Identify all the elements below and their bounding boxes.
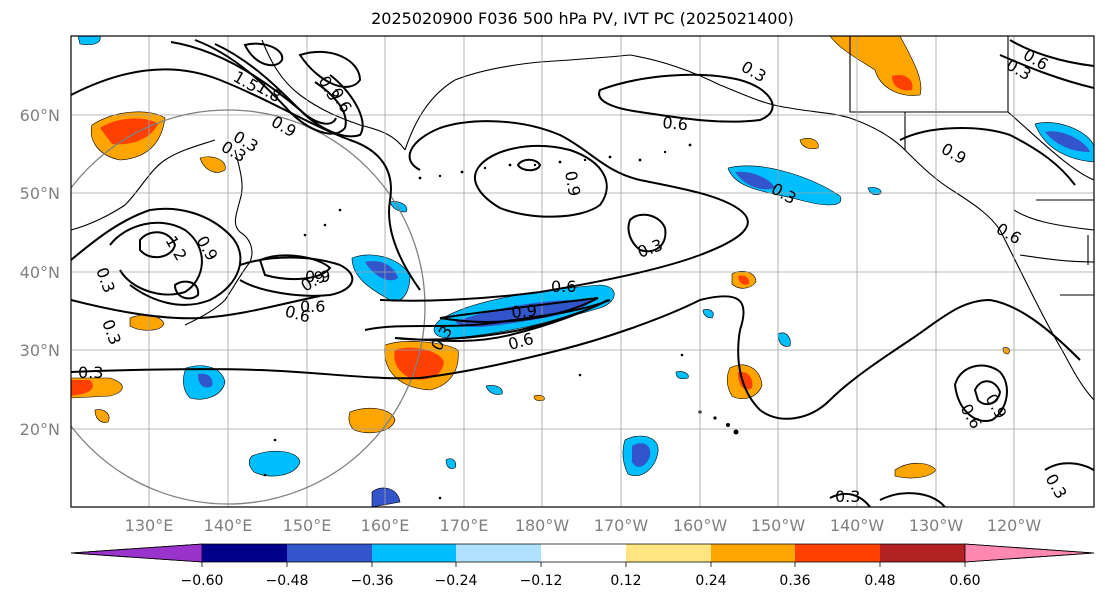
coastlines (71, 36, 1094, 401)
reference-circle (71, 109, 426, 505)
contour-line (999, 54, 1094, 89)
colorbar-segment (287, 544, 372, 562)
lon-label: 150°W (751, 516, 806, 535)
lat-label: 40°N (20, 263, 60, 282)
contour-line (973, 380, 1002, 406)
contour-label: 0.9 (561, 169, 584, 197)
negative-anomaly-blob (351, 254, 411, 302)
colorbar-tick-label: −0.12 (520, 573, 563, 589)
contour-line (1044, 462, 1094, 471)
contour-line (109, 221, 203, 296)
lon-label: 150°E (283, 516, 332, 535)
contour-label: 0.9 (511, 301, 538, 322)
contour-label: 0.3 (835, 487, 860, 506)
pv-contours (71, 39, 1094, 507)
contour-line (298, 50, 362, 88)
contour-line (71, 295, 745, 380)
contour-line (408, 120, 741, 211)
colorbar-segment (456, 544, 541, 562)
contour-label: 0.6 (662, 113, 689, 134)
map-frame (70, 35, 1095, 508)
colorbar-tick-label: 0.12 (610, 573, 641, 589)
contour-line (953, 364, 1008, 422)
graticule (71, 36, 1094, 507)
lat-label: 20°N (20, 420, 60, 439)
colorbar-tick-label: 0.48 (864, 573, 895, 589)
figure-title: 2025020900 F036 500 hPa PV, IVT PC (2025… (371, 9, 794, 28)
contour-line (243, 42, 284, 67)
colorbar-segment (372, 544, 456, 562)
lon-label: 170°W (594, 516, 649, 535)
colorbar-tick-label: 0.60 (949, 573, 980, 589)
colorbar-tick-labels: −0.60 −0.48 −0.36 −0.24 −0.12 0.12 0.24 … (181, 573, 981, 589)
colorbar-segment (711, 544, 795, 562)
contour-line (598, 73, 774, 123)
contour-line (473, 145, 608, 218)
colorbar-segment (541, 544, 626, 562)
contour-line (71, 207, 242, 306)
colorbar-segment (964, 543, 1095, 563)
lon-label: 130°E (125, 516, 174, 535)
lon-label: 120°W (987, 516, 1042, 535)
lon-label: 180°W (515, 516, 570, 535)
colorbar (70, 543, 1095, 563)
colorbar-segment (626, 544, 711, 562)
contour-line (879, 492, 946, 507)
longitude-labels: 130°E 140°E 150°E 160°E 170°E 180°W 170°… (125, 516, 1042, 535)
lon-label: 160°W (673, 516, 728, 535)
lat-label: 30°N (20, 341, 60, 360)
contour-line (194, 39, 347, 135)
colorbar-segment (880, 544, 965, 562)
lon-label: 140°W (830, 516, 885, 535)
contour-line (173, 280, 200, 300)
contour-line (258, 254, 332, 280)
contour-line (627, 213, 667, 253)
lat-label: 50°N (20, 184, 60, 203)
contour-label: 0.6 (300, 297, 325, 316)
colorbar-tick-label: −0.60 (181, 573, 224, 589)
colorbar-tick-label: −0.24 (435, 573, 478, 589)
lat-label: 60°N (20, 106, 60, 125)
contour-line (379, 209, 749, 302)
contour-line (394, 299, 609, 343)
contour-line (516, 158, 542, 172)
lon-label: 170°E (440, 516, 489, 535)
colorbar-tick-label: −0.48 (266, 573, 309, 589)
contour-line (899, 127, 1076, 186)
colorbar-tick-label: −0.36 (351, 573, 394, 589)
lon-label: 130°W (909, 516, 964, 535)
lon-label: 160°E (361, 516, 410, 535)
contour-line (71, 68, 421, 291)
map-plot-area: 1.8 1.5 0.9 0.3 0.6 0.9 0.3 0.6 0.3 0.6 … (71, 36, 1094, 507)
lon-label: 140°E (204, 516, 253, 535)
island-dots (263, 143, 739, 500)
negative-anomaly-core (455, 299, 591, 327)
colorbar-tick-label: 0.36 (779, 573, 810, 589)
colorbar-ticks (201, 562, 966, 567)
contour-line (439, 297, 599, 323)
contour-label: 0.3 (78, 363, 103, 382)
contour-line (1009, 39, 1094, 67)
colorbar-segment (70, 543, 203, 563)
contour-line (239, 256, 354, 297)
colorbar-segment (795, 544, 880, 562)
contour-line (214, 43, 337, 125)
colorbar-segment (202, 544, 287, 562)
colorbar-tick-label: 0.24 (695, 573, 726, 589)
contour-line (829, 492, 871, 507)
contour-line (737, 298, 1081, 420)
contour-label: 0.9 (305, 267, 330, 286)
anomaly-shading (71, 36, 1094, 507)
contour-line (139, 231, 177, 259)
contour-line (170, 41, 364, 138)
contour-line (71, 295, 321, 320)
latitude-labels: 60°N 50°N 40°N 30°N 20°N (20, 106, 60, 439)
contour-label: 0.6 (551, 277, 576, 296)
